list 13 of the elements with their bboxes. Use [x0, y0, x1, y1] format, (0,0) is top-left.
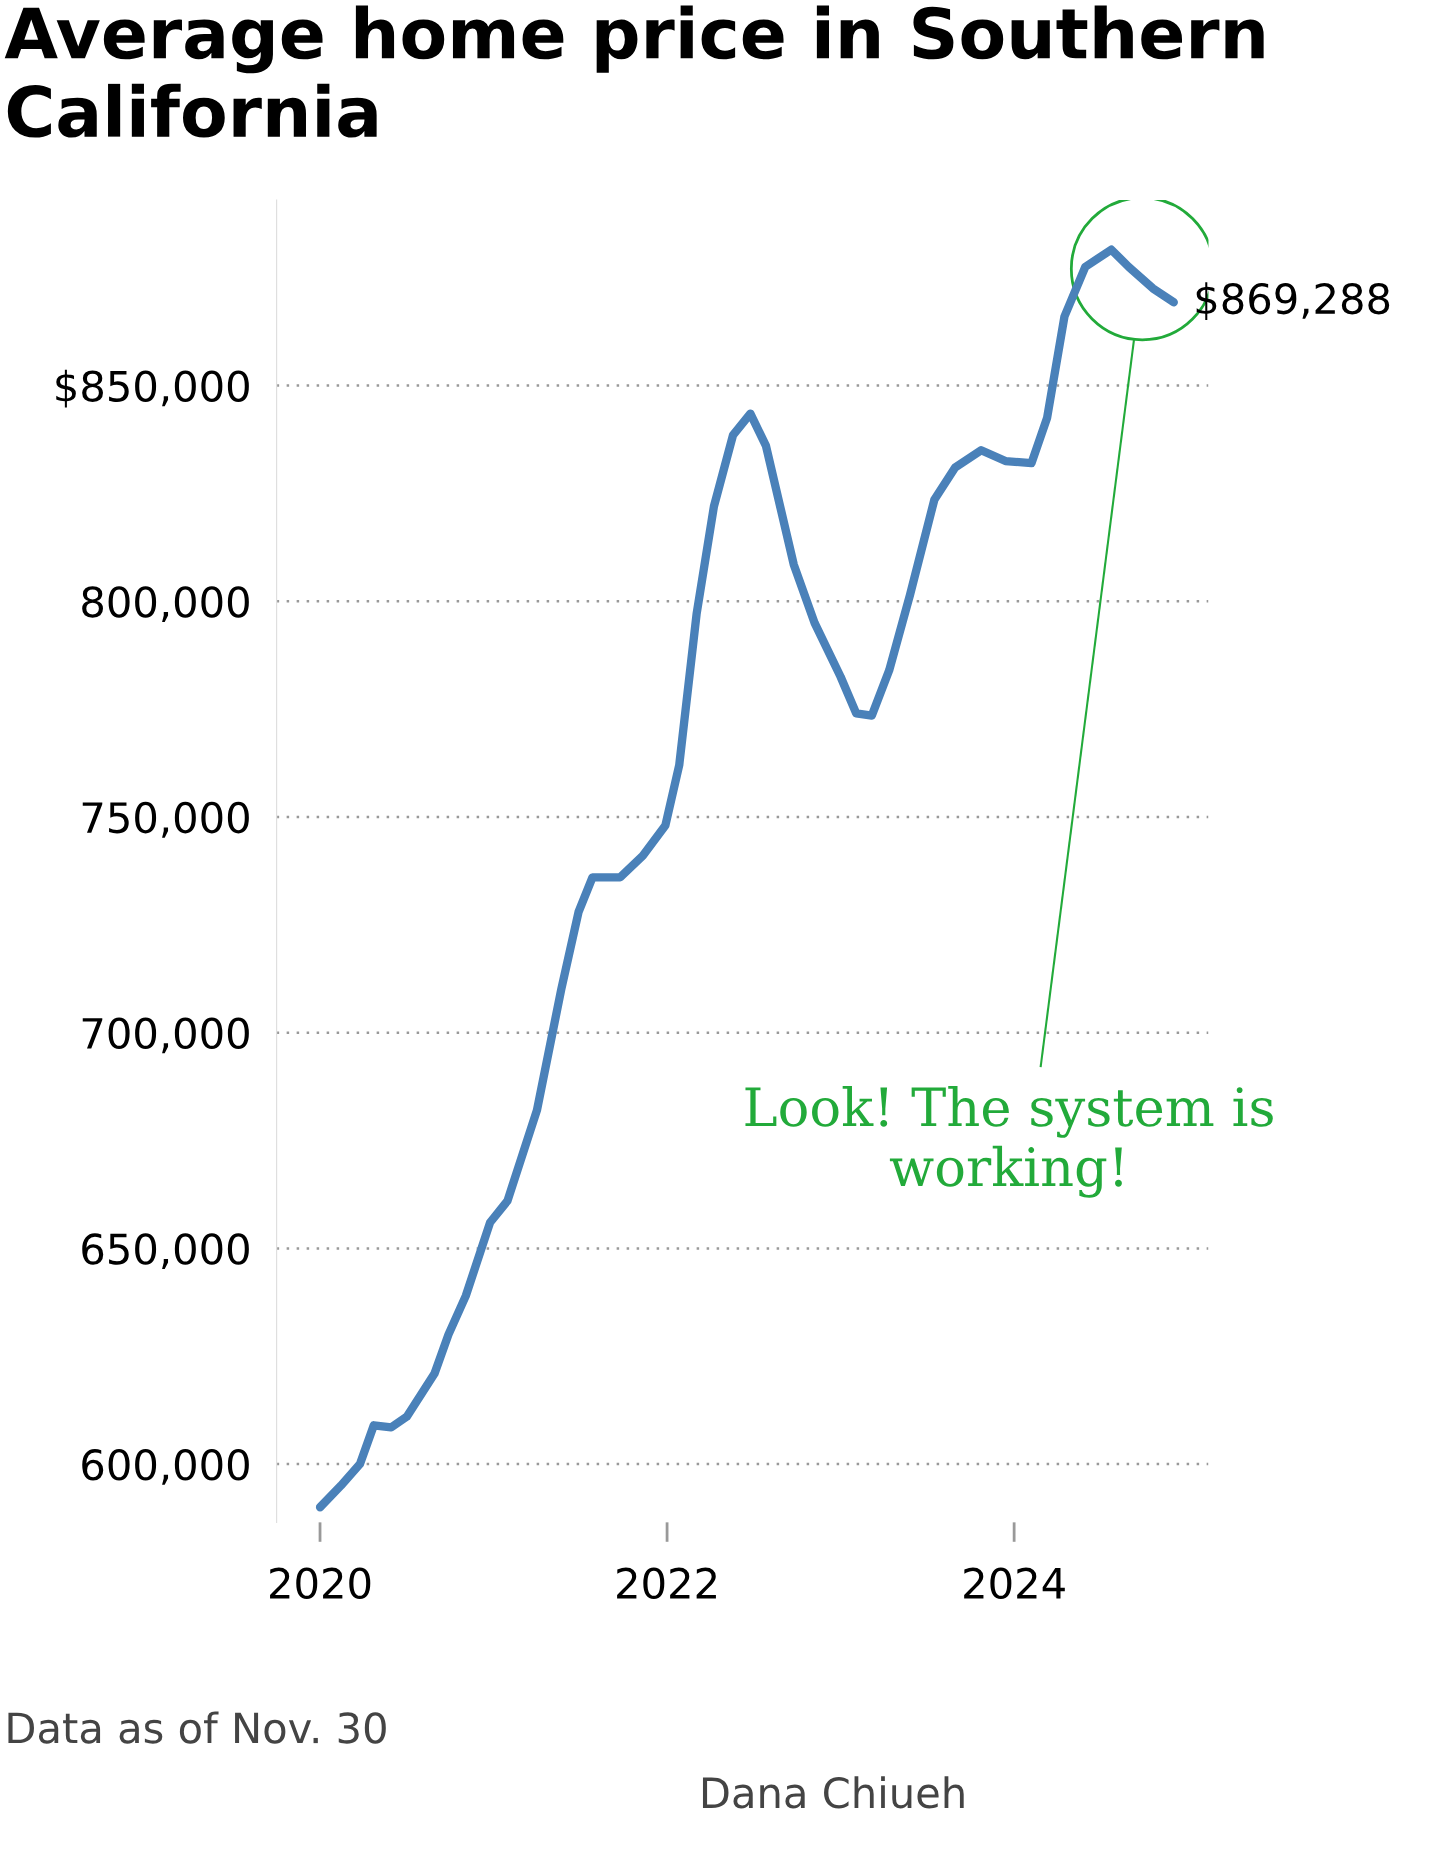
annotation: Look! The system is working! — [745, 1085, 1273, 1198]
y-tick-label: 700,000 — [82, 1017, 249, 1054]
y-tick-label: 650,000 — [82, 1233, 249, 1270]
y-tick-label: 600,000 — [82, 1449, 249, 1485]
text: Dana Chiueh — [702, 1776, 964, 1809]
text: Data as of Nov. 30 — [8, 1711, 386, 1744]
x-tick-label: 2024 — [964, 1567, 1065, 1600]
y-tick-label: 800,000 — [82, 586, 249, 622]
y-tick-label: 750,000 — [82, 801, 249, 838]
x-tick-label: 2022 — [617, 1567, 716, 1600]
x-tick-label: 2020 — [270, 1567, 371, 1600]
chart-title: Average home price in Southern California — [4, 5, 1264, 138]
y-tick-label: $850,000 — [56, 369, 249, 408]
